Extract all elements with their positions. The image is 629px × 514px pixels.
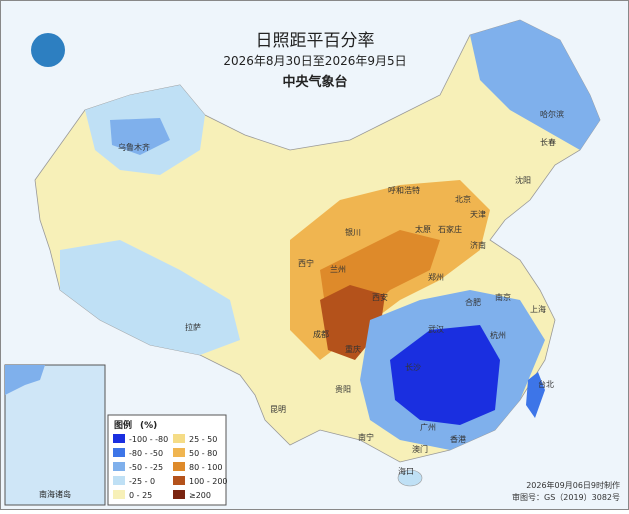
- city: 长沙: [405, 362, 421, 372]
- legend-label: -50 - -25: [129, 463, 163, 472]
- city: 重庆: [345, 344, 361, 354]
- legend-label: -25 - 0: [129, 477, 155, 486]
- legend-label: -80 - -50: [129, 449, 163, 458]
- inset-frame: [4, 364, 106, 506]
- legend-swatch: [173, 434, 185, 443]
- city: 拉萨: [185, 322, 201, 332]
- legend-swatch: [173, 462, 185, 471]
- issuer: 中央气象台: [282, 74, 347, 90]
- city: 乌鲁木齐: [118, 142, 150, 152]
- city: 台北: [538, 379, 554, 389]
- city: 天津: [470, 209, 486, 219]
- city: 郑州: [428, 272, 444, 282]
- legend-frame: [107, 414, 227, 506]
- legend-label: 25 - 50: [189, 435, 217, 444]
- city: 沈阳: [515, 175, 531, 185]
- legend-swatch: [173, 490, 185, 499]
- legend-swatch: [173, 476, 185, 485]
- legend-swatch: [113, 462, 125, 471]
- legend-swatch: [113, 490, 125, 499]
- legend-label: 80 - 100: [189, 463, 222, 472]
- title: 日照距平百分率: [256, 31, 375, 51]
- legend-swatch: [113, 476, 125, 485]
- city: 南京: [495, 292, 511, 302]
- city: 济南: [470, 240, 486, 250]
- city: 呼和浩特: [388, 185, 420, 195]
- legend-title: 图例: [114, 419, 132, 431]
- city: 武汉: [428, 324, 444, 334]
- city: 澳门: [412, 444, 428, 454]
- city: 哈尔滨: [540, 109, 564, 119]
- footer-made: 2026年09月06日9时制作: [526, 480, 620, 490]
- header: 日照距平百分率 2026年8月30日至2026年9月5日 中央气象台: [31, 31, 407, 90]
- city: 银川: [345, 227, 361, 237]
- city: 杭州: [490, 330, 506, 340]
- city: 石家庄: [438, 224, 462, 234]
- legend-label: -100 - -80: [129, 435, 168, 444]
- city: 合肥: [465, 297, 481, 307]
- legend-label: 0 - 25: [129, 491, 152, 500]
- city: 长春: [540, 137, 556, 147]
- city: 海口: [398, 466, 414, 476]
- city: 成都: [313, 329, 329, 339]
- city: 西安: [372, 292, 388, 302]
- period: 2026年8月30日至2026年9月5日: [223, 54, 406, 68]
- legend: 图例 (%) -100 - -80 -80 - -50 -50 - -25 -25 -…: [107, 414, 228, 506]
- city: 西宁: [298, 258, 314, 268]
- city: 北京: [455, 194, 471, 204]
- city: 太原: [415, 224, 431, 234]
- logo: [31, 33, 65, 67]
- city: 兰州: [330, 264, 346, 274]
- city: 昆明: [270, 405, 286, 414]
- city: 广州: [420, 422, 436, 432]
- footer: 2026年09月06日9时制作 审图号：GS（2019）3082号: [512, 480, 620, 502]
- legend-swatch: [113, 434, 125, 443]
- city: 贵阳: [335, 384, 351, 394]
- legend-label: ≥200: [189, 491, 211, 500]
- legend-unit: (%): [140, 421, 157, 431]
- footer-approval: 审图号：GS（2019）3082号: [512, 492, 620, 502]
- city-labels: 乌鲁木齐 哈尔滨 长春 沈阳 呼和浩特 北京 天津 石家庄 太原 济南 银川 兰…: [118, 109, 564, 476]
- inset-label: 南海诸岛: [39, 489, 71, 499]
- city: 上海: [530, 304, 546, 314]
- city: 香港: [450, 434, 466, 444]
- legend-swatch: [173, 448, 185, 457]
- legend-label: 50 - 80: [189, 449, 217, 458]
- country: [34, 19, 601, 487]
- legend-label: 100 - 200: [189, 477, 228, 486]
- inset: 南海诸岛: [4, 364, 106, 506]
- city: 南宁: [358, 432, 374, 442]
- legend-swatch: [113, 448, 125, 457]
